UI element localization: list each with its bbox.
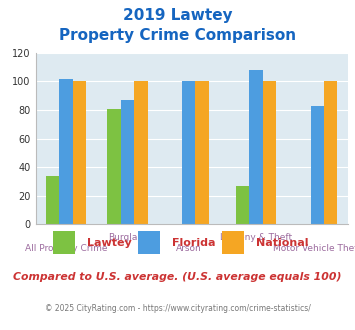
Bar	[134, 82, 148, 224]
Bar	[182, 82, 195, 224]
Bar	[59, 79, 73, 224]
Bar	[311, 106, 324, 224]
Text: Larceny & Theft: Larceny & Theft	[220, 233, 292, 242]
Bar	[324, 82, 338, 224]
Bar	[73, 82, 86, 224]
Text: Motor Vehicle Theft: Motor Vehicle Theft	[273, 244, 355, 253]
Bar	[249, 70, 263, 224]
Text: All Property Crime: All Property Crime	[25, 244, 107, 253]
Text: Lawtey: Lawtey	[87, 238, 132, 248]
Text: National: National	[256, 238, 308, 248]
Text: 2019 Lawtey: 2019 Lawtey	[123, 8, 232, 23]
Bar	[46, 176, 59, 224]
Bar	[195, 82, 209, 224]
Text: Compared to U.S. average. (U.S. average equals 100): Compared to U.S. average. (U.S. average …	[13, 272, 342, 282]
Text: © 2025 CityRating.com - https://www.cityrating.com/crime-statistics/: © 2025 CityRating.com - https://www.city…	[45, 304, 310, 313]
Bar	[107, 109, 121, 224]
Text: Property Crime Comparison: Property Crime Comparison	[59, 28, 296, 43]
Bar	[121, 100, 134, 224]
Text: Florida: Florida	[172, 238, 216, 248]
Text: Burglary: Burglary	[108, 233, 147, 242]
Bar	[263, 82, 276, 224]
Bar	[236, 186, 249, 224]
Text: Arson: Arson	[176, 244, 202, 253]
